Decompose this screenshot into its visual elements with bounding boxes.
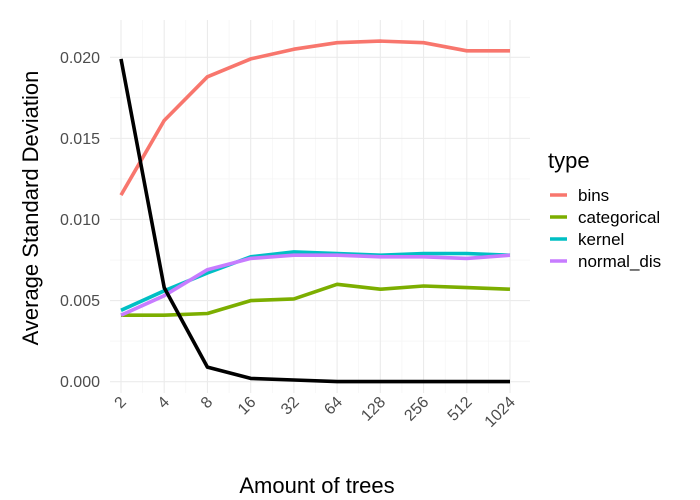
series-line-normal_dis — [120, 253, 511, 317]
minor-gridlines — [110, 20, 530, 393]
series-line-4 — [119, 58, 510, 384]
legend-items: bins categorical kernel normal_dis — [550, 186, 661, 271]
legend-label-bins: bins — [578, 186, 609, 205]
legend: type bins categorical kernel normal_dis — [548, 148, 661, 271]
legend-label-kernel: kernel — [578, 230, 624, 249]
legend-title: type — [548, 148, 590, 173]
y-tick-label: 0.000 — [60, 374, 100, 391]
legend-label-categorical: categorical — [578, 208, 660, 227]
series-line-bins — [119, 39, 510, 197]
y-tick-label: 0.005 — [60, 293, 100, 310]
y-tick-label: 0.015 — [60, 131, 100, 148]
major-gridlines — [110, 20, 530, 393]
y-tick-label: 0.010 — [60, 212, 100, 229]
x-axis-title: Amount of trees — [239, 473, 394, 498]
series-lines — [119, 39, 511, 384]
y-tick-label: 0.020 — [60, 50, 100, 67]
y-axis-title: Average Standard Deviation — [18, 71, 43, 346]
series-line-categorical — [121, 282, 511, 318]
legend-label-normal_dis: normal_dis — [578, 252, 661, 271]
y-axis-tick-labels: 0.000 0.005 0.010 0.015 0.020 — [60, 50, 100, 391]
